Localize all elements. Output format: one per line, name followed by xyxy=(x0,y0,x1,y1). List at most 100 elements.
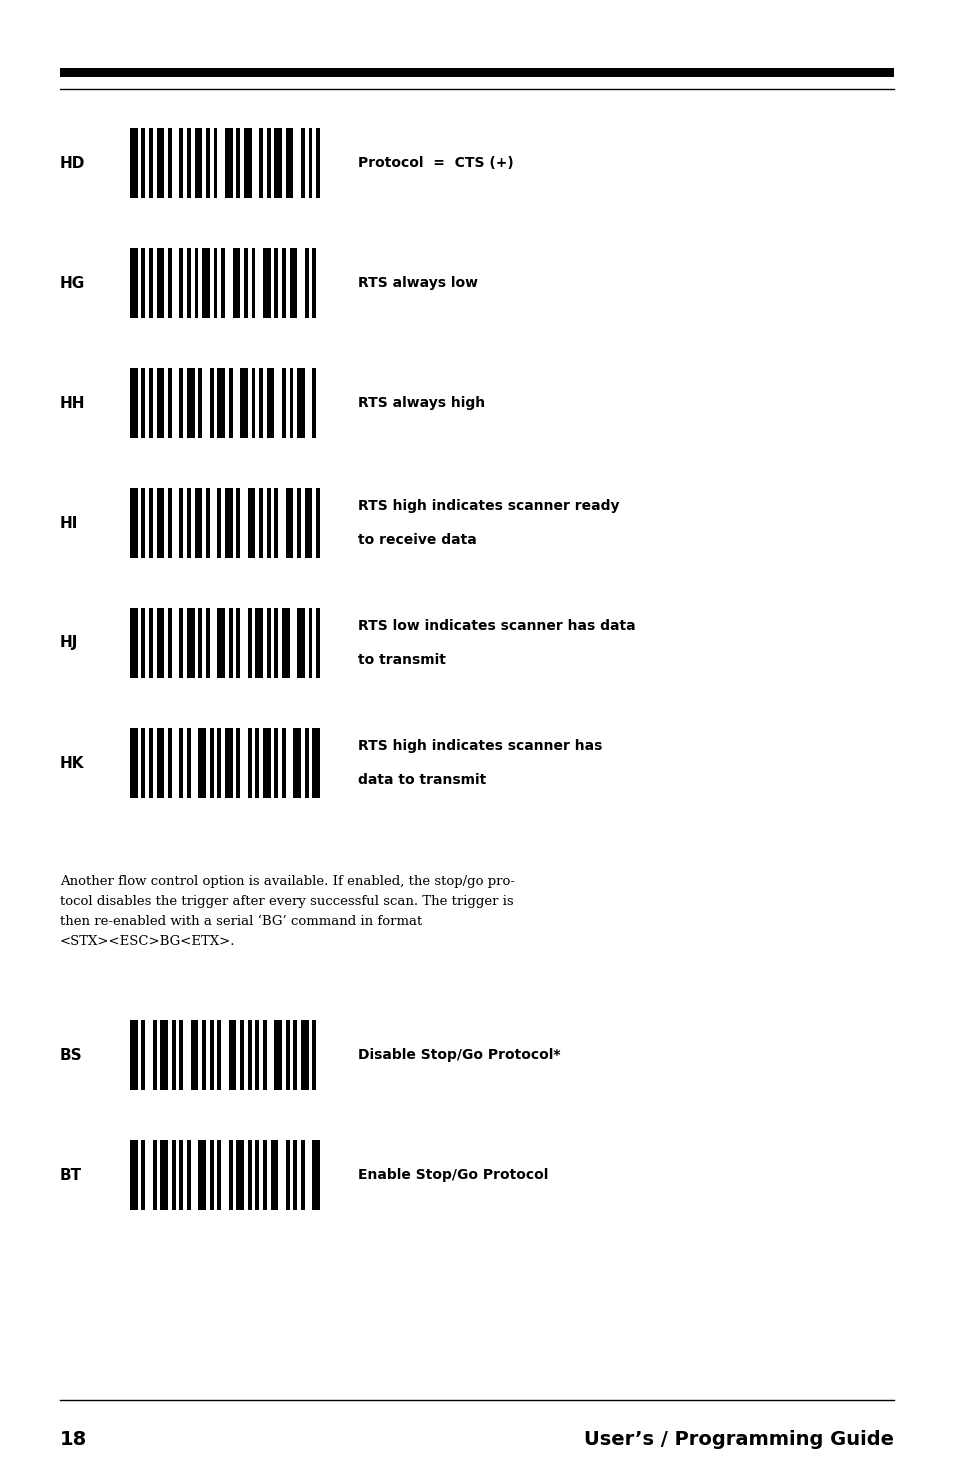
Bar xyxy=(225,488,229,558)
Bar xyxy=(187,1140,191,1209)
Bar xyxy=(141,1021,145,1090)
Bar xyxy=(255,729,259,798)
Bar xyxy=(149,128,152,198)
Bar xyxy=(202,248,206,319)
Bar xyxy=(156,488,160,558)
Bar xyxy=(301,367,305,438)
Bar xyxy=(191,367,194,438)
Bar xyxy=(244,248,248,319)
Bar xyxy=(141,488,145,558)
Bar xyxy=(301,1140,305,1209)
Bar xyxy=(304,248,309,319)
Bar xyxy=(221,608,225,678)
Bar xyxy=(198,128,202,198)
Bar xyxy=(164,1021,168,1090)
Bar xyxy=(255,608,259,678)
Bar xyxy=(236,488,240,558)
Bar xyxy=(217,608,221,678)
Bar xyxy=(156,367,160,438)
Bar xyxy=(179,729,183,798)
Bar xyxy=(221,248,225,319)
Bar xyxy=(240,367,244,438)
Bar xyxy=(312,729,316,798)
Bar xyxy=(274,1021,278,1090)
Bar xyxy=(304,729,309,798)
Bar xyxy=(236,1140,240,1209)
Bar xyxy=(187,488,191,558)
Bar xyxy=(149,608,152,678)
Bar xyxy=(267,128,271,198)
Bar xyxy=(179,367,183,438)
Text: 18: 18 xyxy=(60,1429,87,1448)
Bar xyxy=(263,1140,267,1209)
Bar xyxy=(198,367,202,438)
Bar xyxy=(213,248,217,319)
Bar xyxy=(315,1140,320,1209)
Bar xyxy=(294,729,297,798)
Bar xyxy=(133,1021,137,1090)
Bar xyxy=(297,488,301,558)
Bar xyxy=(168,248,172,319)
Bar xyxy=(297,367,301,438)
Text: RTS high indicates scanner has: RTS high indicates scanner has xyxy=(357,739,601,754)
Bar xyxy=(315,729,320,798)
Bar xyxy=(267,248,271,319)
Bar xyxy=(179,248,183,319)
Bar xyxy=(210,729,213,798)
Bar xyxy=(160,1021,164,1090)
Bar xyxy=(187,248,191,319)
Bar xyxy=(141,1140,145,1209)
Bar xyxy=(130,367,133,438)
Bar xyxy=(308,488,313,558)
Bar xyxy=(259,608,263,678)
Bar xyxy=(133,248,137,319)
Bar xyxy=(290,367,294,438)
Bar xyxy=(160,367,164,438)
Text: Disable Stop/Go Protocol*: Disable Stop/Go Protocol* xyxy=(357,1049,560,1062)
Bar xyxy=(130,128,133,198)
Bar xyxy=(130,248,133,319)
Bar xyxy=(259,488,263,558)
Bar xyxy=(233,248,236,319)
Bar xyxy=(267,367,271,438)
Bar xyxy=(194,488,198,558)
Bar xyxy=(130,729,133,798)
Bar xyxy=(248,608,252,678)
Text: then re-enabled with a serial ‘BG’ command in format: then re-enabled with a serial ‘BG’ comma… xyxy=(60,914,422,928)
Bar xyxy=(133,488,137,558)
Bar xyxy=(149,488,152,558)
Bar xyxy=(168,729,172,798)
Bar xyxy=(308,128,313,198)
Bar xyxy=(286,1021,290,1090)
Bar xyxy=(267,488,271,558)
Bar xyxy=(297,729,301,798)
Bar xyxy=(191,1021,194,1090)
Bar xyxy=(130,488,133,558)
Bar xyxy=(168,367,172,438)
Bar xyxy=(308,608,313,678)
Bar xyxy=(217,367,221,438)
Bar xyxy=(255,1021,259,1090)
Bar xyxy=(164,1140,168,1209)
Bar xyxy=(225,729,229,798)
Bar xyxy=(141,248,145,319)
Bar xyxy=(202,1021,206,1090)
Bar xyxy=(141,128,145,198)
Bar xyxy=(141,608,145,678)
Bar xyxy=(130,608,133,678)
Text: Protocol  =  CTS (+): Protocol = CTS (+) xyxy=(357,156,514,170)
Bar xyxy=(294,248,297,319)
Bar xyxy=(274,128,278,198)
Bar xyxy=(149,248,152,319)
Bar xyxy=(198,488,202,558)
Bar xyxy=(194,248,198,319)
Bar xyxy=(172,1140,175,1209)
Bar xyxy=(217,729,221,798)
Bar xyxy=(229,608,233,678)
Bar xyxy=(315,128,320,198)
Bar xyxy=(263,248,267,319)
Bar xyxy=(259,367,263,438)
Bar xyxy=(304,488,309,558)
Bar xyxy=(213,128,217,198)
Bar xyxy=(282,248,286,319)
